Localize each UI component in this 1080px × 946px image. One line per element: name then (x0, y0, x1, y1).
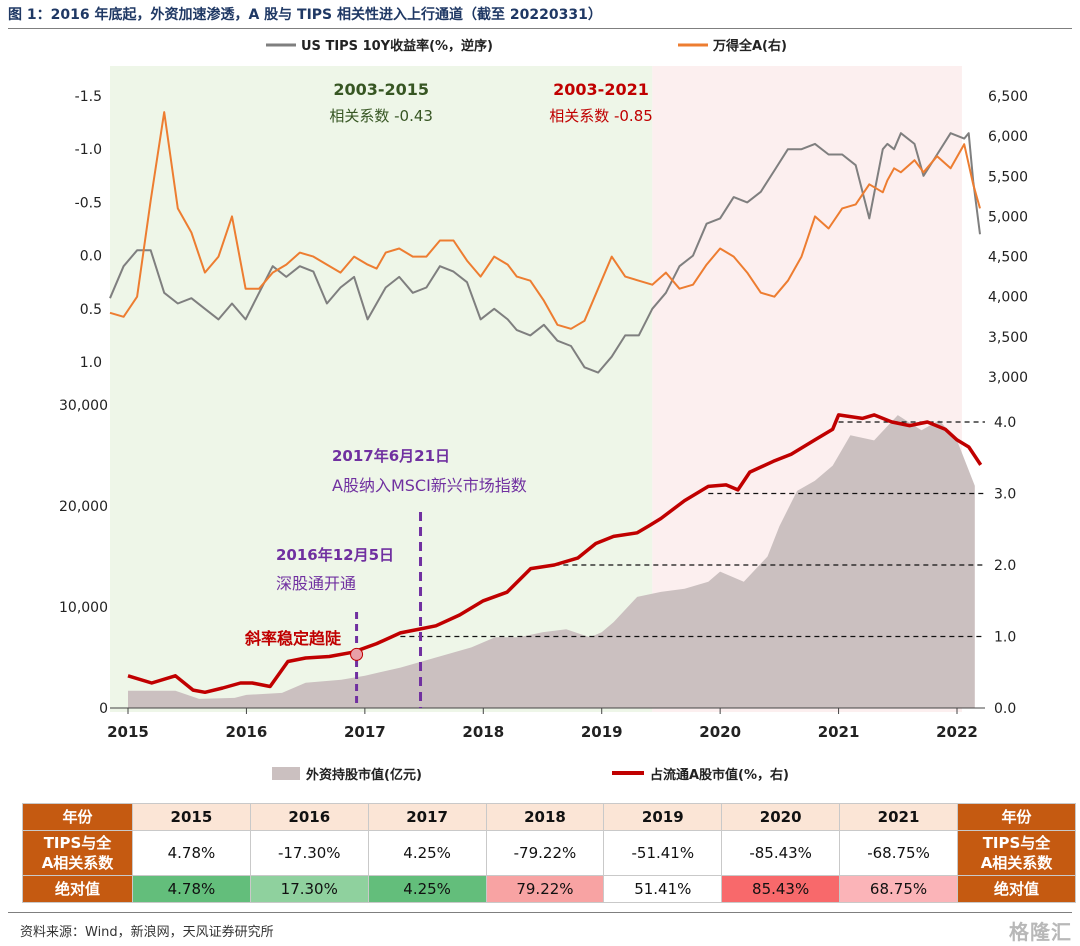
absolute-cell: 4.25% (367, 875, 487, 903)
correlation-table: 年份 2015 2016 2017 2018 2019 2020 2021 年份… (22, 803, 1076, 903)
event-text-label: 深股通开通 (276, 574, 356, 593)
table-row-year: 年份 2015 2016 2017 2018 2019 2020 2021 年份 (22, 803, 1076, 831)
slope-annotation-label: 斜率稳定趋陡 (244, 629, 342, 648)
event-text-label: A股纳入MSCI新兴市场指数 (332, 476, 527, 495)
absolute-cell: 85.43% (721, 875, 841, 903)
year-cell: 2019 (603, 803, 723, 831)
foreign-holdings-area (128, 415, 975, 708)
correlation-cell: 4.78% (132, 830, 251, 876)
correlation-cell: -68.75% (839, 830, 958, 876)
legend-label-tips: US TIPS 10Y收益率(%，逆序) (301, 38, 493, 54)
correlation-header-right: TIPS与全 A相关系数 (957, 830, 1076, 876)
legend-label-holdings: 外资持股市值(亿元) (305, 767, 422, 783)
year-cell: 2016 (249, 803, 369, 831)
y-right-tick-label: 3.0 (994, 487, 1016, 503)
y-left-tick-label: -0.5 (75, 195, 102, 211)
period-correlation-label: 相关系数 -0.43 (329, 107, 433, 125)
y-right-tick-label: 3,000 (988, 370, 1028, 386)
y-left-tick-label: 10,000 (59, 600, 108, 616)
footer-divider (8, 912, 1072, 913)
y-right-tick-label: 0.0 (994, 701, 1016, 717)
year-header-right: 年份 (957, 803, 1076, 831)
absolute-cell: 51.41% (603, 875, 723, 903)
source-note: 资料来源：Wind，新浪网，天风证券研究所 (20, 925, 274, 940)
y-right-tick-label: 6,000 (988, 129, 1028, 145)
title-divider (8, 28, 1072, 29)
legend-swatch-holdings (272, 767, 300, 780)
correlation-cell: 4.25% (367, 830, 487, 876)
x-tick-label: 2015 (107, 723, 149, 741)
correlation-cell: -85.43% (721, 830, 841, 876)
period-correlation-label: 相关系数 -0.85 (549, 107, 653, 125)
wind-all-a-line (109, 111, 981, 330)
y-left-tick-label: 0 (99, 701, 108, 717)
x-tick-label: 2016 (226, 723, 268, 741)
x-tick-label: 2021 (818, 723, 860, 741)
y-left-tick-label: -1.0 (75, 142, 102, 158)
share-of-float-line (127, 413, 983, 695)
correlation-header-left: TIPS与全 A相关系数 (22, 830, 133, 876)
absolute-cell: 17.30% (249, 875, 369, 903)
table-row-correlation: TIPS与全 A相关系数 4.78% -17.30% 4.25% -79.22% … (22, 830, 1076, 876)
y-right-tick-label: 5,000 (988, 209, 1028, 225)
watermark-logo: 格隆汇 (1009, 920, 1072, 944)
x-tick-label: 2018 (462, 723, 504, 741)
chart-canvas: 2003-2015 相关系数 -0.43 2003-2021 相关系数 -0.85 -1… (59, 38, 1028, 783)
x-tick-label: 2020 (699, 723, 741, 741)
table-row-absolute: 绝对值 4.78% 17.30% 4.25% 79.22% 51.41% 85.… (22, 875, 1076, 903)
year-cell: 2021 (839, 803, 958, 831)
period-label: 2003-2015 (333, 80, 429, 99)
legend-label-share: 占流通A股市值(%，右) (650, 767, 789, 783)
y-left-tick-label: -1.5 (75, 89, 102, 105)
slope-marker-dot (350, 647, 364, 661)
x-tick-label: 2017 (344, 723, 386, 741)
correlation-cell: -51.41% (603, 830, 723, 876)
y-right-tick-label: 5,500 (988, 169, 1028, 185)
y-right-tick-label: 3,500 (988, 330, 1028, 346)
figure-title: 图 1：2016 年底起，外资加速渗透，A 股与 TIPS 相关性进入上行通道（… (8, 7, 602, 23)
y-left-tick-label: 30,000 (59, 398, 108, 414)
year-cell: 2018 (485, 803, 605, 831)
y-left-tick-label: 1.0 (80, 355, 102, 371)
y-right-tick-label: 1.0 (994, 630, 1016, 646)
event-date-label: 2017年6月21日 (332, 447, 450, 465)
correlation-cell: -79.22% (485, 830, 605, 876)
absolute-cell: 68.75% (839, 875, 958, 903)
year-cell: 2017 (367, 803, 487, 831)
legend-label-wind: 万得全A(右) (712, 38, 787, 54)
period-label: 2003-2021 (553, 80, 649, 99)
year-header-left: 年份 (22, 803, 133, 831)
period-shading (110, 66, 653, 712)
absolute-cell: 79.22% (485, 875, 605, 903)
y-right-tick-label: 6,500 (988, 89, 1028, 105)
y-left-tick-label: 20,000 (59, 499, 108, 515)
y-right-tick-label: 4,000 (988, 290, 1028, 306)
year-cell: 2020 (721, 803, 841, 831)
y-right-tick-label: 4,500 (988, 250, 1028, 266)
event-date-label: 2016年12月5日 (276, 546, 394, 564)
y-left-tick-label: 0.5 (80, 302, 102, 318)
year-cell: 2015 (132, 803, 251, 831)
y-left-tick-label: 0.0 (80, 249, 102, 265)
y-right-tick-label: 4.0 (994, 415, 1016, 431)
absolute-header-left: 绝对值 (22, 875, 133, 903)
y-right-tick-label: 2.0 (994, 558, 1016, 574)
absolute-header-right: 绝对值 (957, 875, 1076, 903)
correlation-cell: -17.30% (249, 830, 369, 876)
x-tick-label: 2022 (936, 723, 978, 741)
absolute-cell: 4.78% (132, 875, 251, 903)
x-tick-label: 2019 (581, 723, 623, 741)
